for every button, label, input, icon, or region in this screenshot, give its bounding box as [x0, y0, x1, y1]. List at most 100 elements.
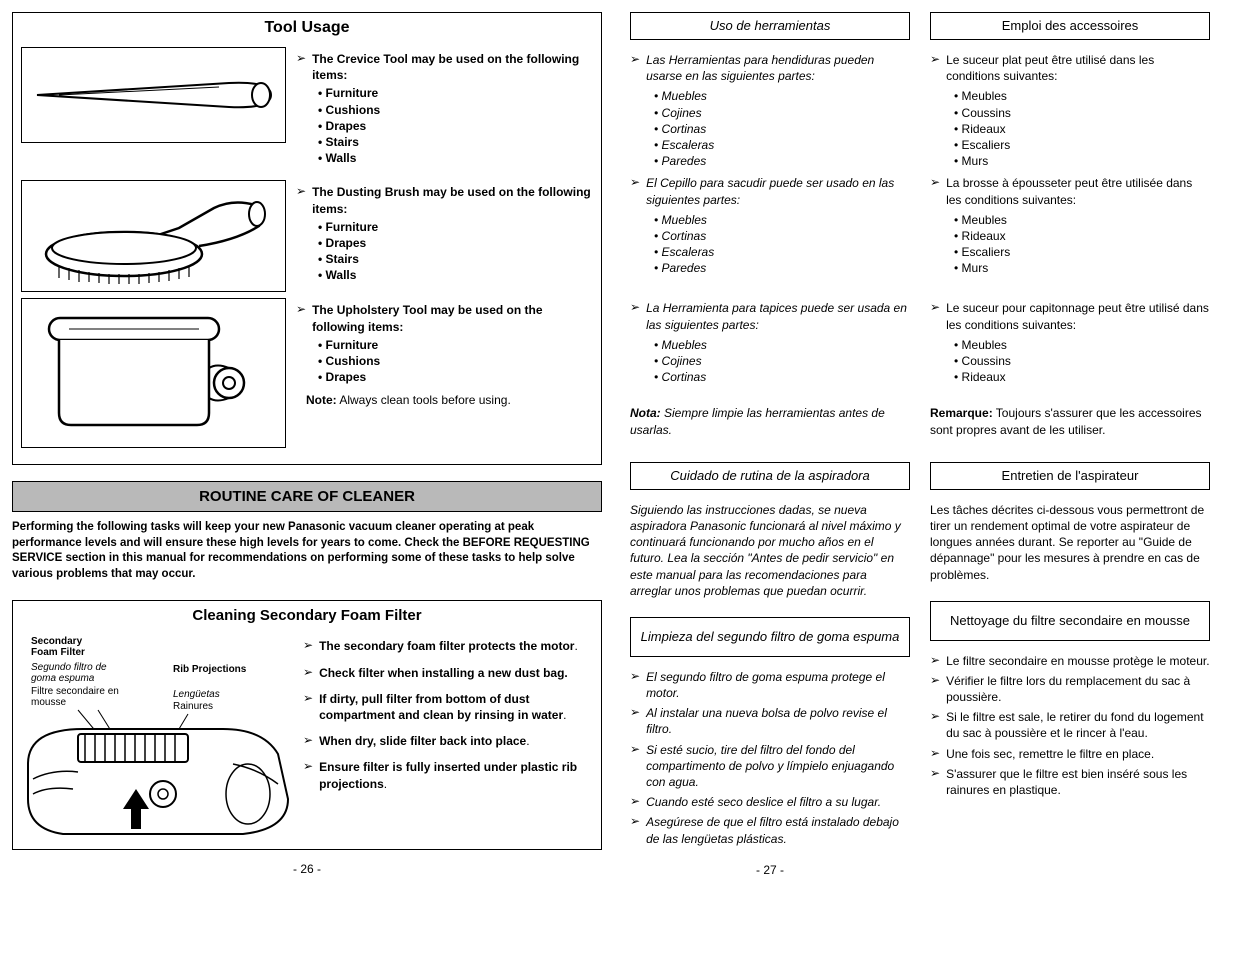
dusting-items: FurnitureDrapesStairsWalls: [318, 219, 593, 284]
list-item: Muebles: [654, 212, 910, 228]
es-routine-intro: Siguiendo las instrucciones dadas, se nu…: [630, 502, 910, 599]
page-number-26: - 26 -: [12, 862, 602, 876]
list-item: Coussins: [954, 105, 1210, 121]
list-item: Drapes: [318, 369, 593, 385]
list-item: Furniture: [318, 219, 593, 235]
tool-usage-title: Tool Usage: [13, 13, 601, 43]
page-number-27: - 27 -: [630, 863, 910, 877]
dusting-text: ➢ The Dusting Brush may be used on the f…: [296, 180, 593, 291]
crevice-tool-diagram: [21, 47, 286, 143]
list-item: Cortinas: [654, 121, 910, 137]
tool-note: Note: Always clean tools before using.: [306, 393, 593, 407]
spanish-column: Uso de herramientas ➢Las Herramientas pa…: [630, 12, 910, 877]
list-item: Stairs: [318, 251, 593, 267]
upholstery-tool-diagram: [21, 298, 286, 448]
list-item: Escaleras: [654, 244, 910, 260]
arrow-item: ➢If dirty, pull filter from bottom of du…: [303, 691, 591, 723]
dusting-lead: The Dusting Brush may be used on the fol…: [312, 184, 593, 216]
arrow-item: ➢El segundo filtro de goma espuma proteg…: [630, 669, 910, 701]
fr-dusting-lead: La brosse à épousseter peut être utilisé…: [946, 175, 1210, 207]
secondary-filter-box: Cleaning Secondary Foam Filter Secondary…: [12, 600, 602, 850]
es-note: Nota: Siempre limpie las herramientas an…: [630, 405, 910, 437]
arrow-item: ➢Asegúrese de que el filtro está instala…: [630, 814, 910, 846]
list-item: Murs: [954, 260, 1210, 276]
list-item: Coussins: [954, 353, 1210, 369]
list-item: Meubles: [954, 337, 1210, 353]
arrow-item: ➢Al instalar una nueva bolsa de polvo re…: [630, 705, 910, 737]
arrow-item: ➢S'assurer que le filtre est bien inséré…: [930, 766, 1210, 798]
es-routine-title: Cuidado de rutina de la aspiradora: [630, 462, 910, 490]
es-uphol-lead: La Herramienta para tapices puede ser us…: [646, 300, 910, 332]
arrow-item: ➢Cuando esté seco deslice el filtro a su…: [630, 794, 910, 810]
dusting-brush-diagram: [21, 180, 286, 292]
es-dusting-lead: El Cepillo para sacudir puede ser usado …: [646, 175, 910, 207]
fr-routine-intro: Les tâches décrites ci-dessous vous perm…: [930, 502, 1210, 583]
list-item: Cojines: [654, 353, 910, 369]
crevice-row: ➢ The Crevice Tool may be used on the fo…: [21, 47, 593, 174]
routine-care-intro: Performing the following tasks will keep…: [12, 520, 602, 582]
list-item: Walls: [318, 267, 593, 283]
list-item: Cojines: [654, 105, 910, 121]
arrow-icon: ➢: [296, 51, 306, 83]
fr-crevice-lead: Le suceur plat peut être utilisé dans le…: [946, 52, 1210, 84]
upholstery-text: ➢ The Upholstery Tool may be used on the…: [296, 298, 593, 407]
routine-care-header: ROUTINE CARE OF CLEANER: [12, 481, 602, 512]
arrow-item: ➢Si le filtre est sale, le retirer du fo…: [930, 709, 1210, 741]
fr-secondary-title: Nettoyage du filtre secondaire en mousse: [930, 601, 1210, 641]
upholstery-lead: The Upholstery Tool may be used on the f…: [312, 302, 593, 334]
fr-uphol-items: MeublesCoussinsRideaux: [954, 337, 1210, 386]
list-item: Drapes: [318, 118, 593, 134]
arrow-item: ➢Le filtre secondaire en mousse protège …: [930, 653, 1210, 669]
crevice-lead: The Crevice Tool may be used on the foll…: [312, 51, 593, 83]
fr-secondary-items: ➢Le filtre secondaire en mousse protège …: [930, 649, 1210, 803]
fr-crevice-items: MeublesCoussinsRideauxEscaliersMurs: [954, 88, 1210, 169]
list-item: Escaliers: [954, 244, 1210, 260]
es-secondary-title: Limpieza del segundo filtro de goma espu…: [630, 617, 910, 657]
list-item: Cortinas: [654, 228, 910, 244]
secondary-filter-text: ➢The secondary foam filter protects the …: [303, 634, 591, 801]
arrow-item: ➢When dry, slide filter back into place.: [303, 733, 591, 749]
es-secondary-items: ➢El segundo filtro de goma espuma proteg…: [630, 665, 910, 851]
list-item: Cortinas: [654, 369, 910, 385]
arrow-item: ➢Vérifier le filtre lors du remplacement…: [930, 673, 1210, 705]
arrow-item: ➢Si esté sucio, tire del filtro del fond…: [630, 742, 910, 791]
list-item: Escaliers: [954, 137, 1210, 153]
list-item: Walls: [318, 150, 593, 166]
secondary-filter-diagram: Secondary Foam Filter Segundo filtro de …: [23, 634, 293, 839]
fr-routine-title: Entretien de l'aspirateur: [930, 462, 1210, 490]
arrow-item: ➢Ensure filter is fully inserted under p…: [303, 759, 591, 791]
list-item: Paredes: [654, 260, 910, 276]
arrow-icon: ➢: [296, 184, 306, 216]
list-item: Cushions: [318, 102, 593, 118]
crevice-text: ➢ The Crevice Tool may be used on the fo…: [296, 47, 593, 174]
es-tool-title: Uso de herramientas: [630, 12, 910, 40]
secondary-filter-title: Cleaning Secondary Foam Filter: [13, 601, 601, 630]
es-crevice-lead: Las Herramientas para hendiduras pueden …: [646, 52, 910, 84]
list-item: Drapes: [318, 235, 593, 251]
list-item: Rideaux: [954, 121, 1210, 137]
dusting-row: ➢ The Dusting Brush may be used on the f…: [21, 180, 593, 292]
es-uphol-items: MueblesCojinesCortinas: [654, 337, 910, 386]
list-item: Rideaux: [954, 369, 1210, 385]
list-item: Rideaux: [954, 228, 1210, 244]
fr-tool-title: Emploi des accessoires: [930, 12, 1210, 40]
list-item: Muebles: [654, 337, 910, 353]
arrow-icon: ➢: [296, 302, 306, 334]
list-item: Cushions: [318, 353, 593, 369]
list-item: Furniture: [318, 337, 593, 353]
fr-note: Remarque: Toujours s'assurer que les acc…: [930, 405, 1210, 437]
page-27: Uso de herramientas ➢Las Herramientas pa…: [630, 12, 1210, 877]
arrow-item: ➢The secondary foam filter protects the …: [303, 638, 591, 654]
arrow-item: ➢Check filter when installing a new dust…: [303, 665, 591, 681]
list-item: Furniture: [318, 85, 593, 101]
fr-uphol-lead: Le suceur pour capitonnage peut être uti…: [946, 300, 1210, 332]
list-item: Stairs: [318, 134, 593, 150]
crevice-items: FurnitureCushionsDrapesStairsWalls: [318, 85, 593, 166]
es-dusting-items: MueblesCortinasEscalerasParedes: [654, 212, 910, 277]
fr-dusting-items: MeublesRideauxEscaliersMurs: [954, 212, 1210, 277]
list-item: Murs: [954, 153, 1210, 169]
page-26: Tool Usage ➢ The Crevice Tool: [12, 12, 602, 877]
upholstery-items: FurnitureCushionsDrapes: [318, 337, 593, 386]
arrow-item: ➢Une fois sec, remettre le filtre en pla…: [930, 746, 1210, 762]
french-column: Emploi des accessoires ➢Le suceur plat p…: [930, 12, 1210, 877]
